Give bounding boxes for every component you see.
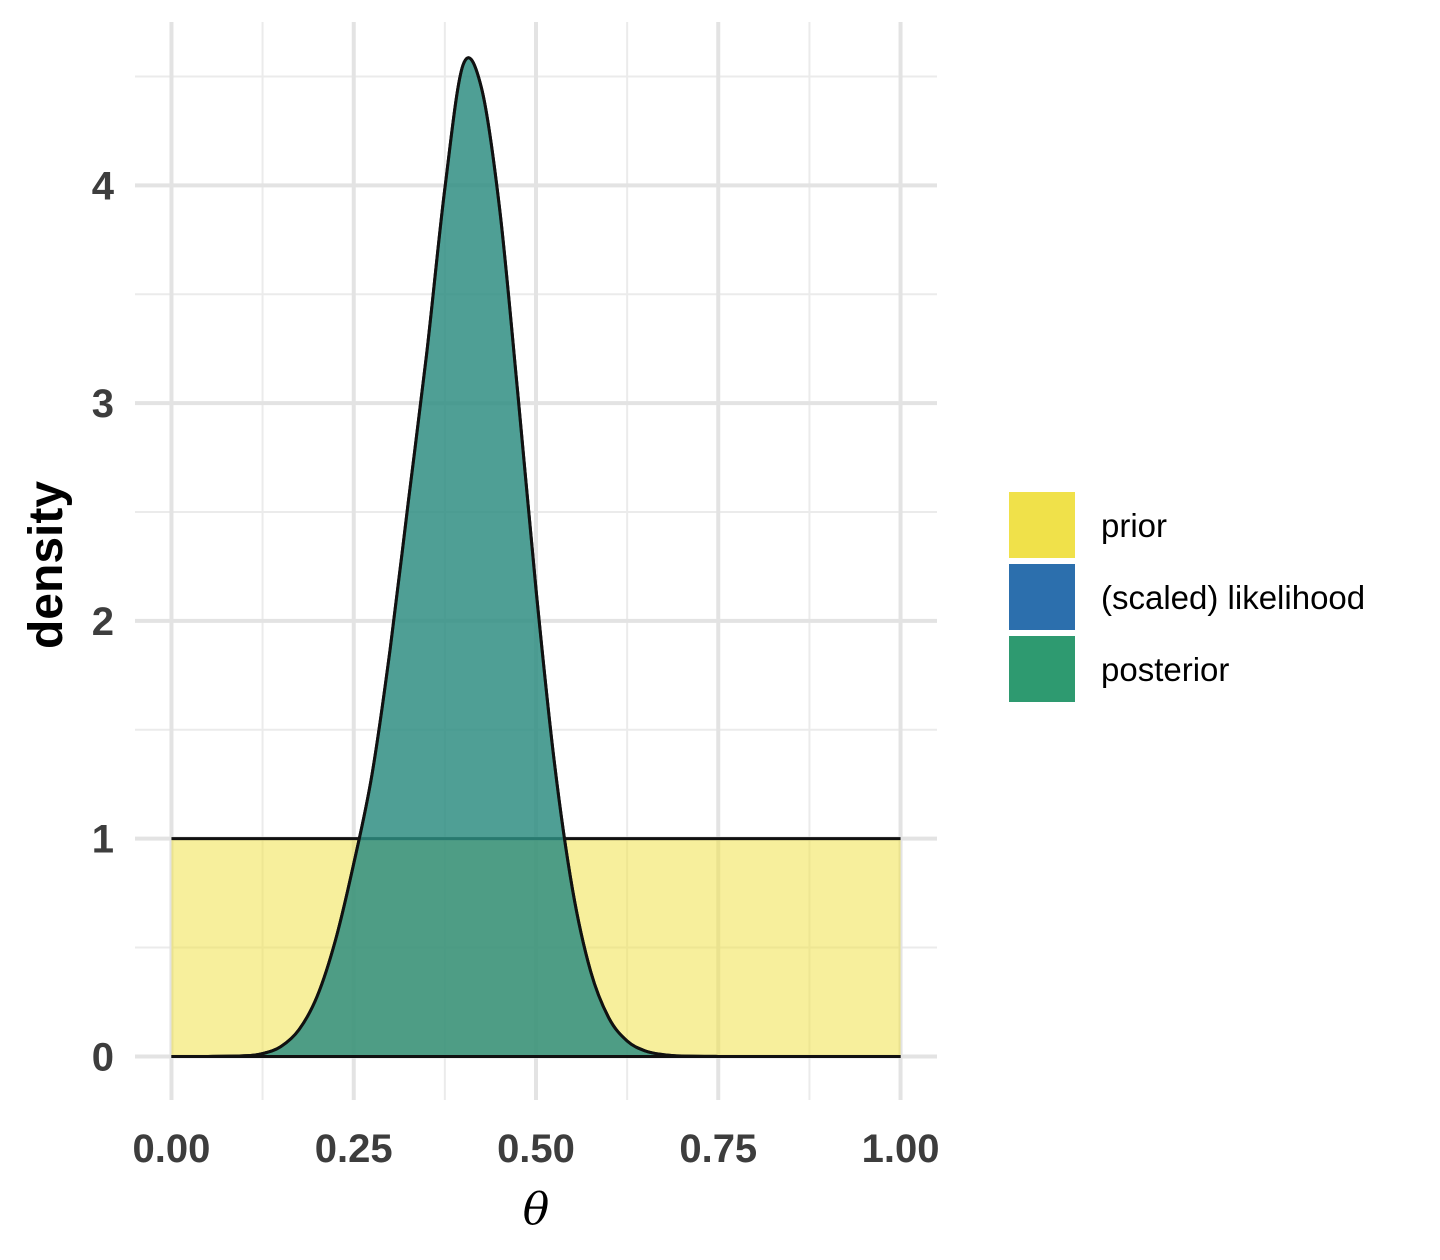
x-tick-label: 0.50 [497, 1127, 575, 1171]
y-tick-label: 1 [92, 818, 114, 862]
legend-key-swatch [1009, 564, 1075, 630]
x-axis-ticks: 0.00 0.25 0.50 0.75 1.00 [133, 1127, 940, 1171]
legend-label: prior [1101, 507, 1167, 544]
legend-label: (scaled) likelihood [1101, 579, 1365, 616]
x-tick-label: 0.25 [315, 1127, 393, 1171]
y-axis-title: density [20, 481, 73, 649]
legend-label: posterior [1101, 651, 1229, 688]
x-tick-label: 0.00 [133, 1127, 211, 1171]
y-tick-label: 2 [92, 600, 114, 644]
legend: prior (scaled) likelihood posterior [1009, 492, 1365, 702]
y-tick-label: 0 [92, 1035, 114, 1079]
x-tick-label: 1.00 [862, 1127, 940, 1171]
y-axis-ticks: 0 1 2 3 4 [92, 164, 115, 1079]
area-posterior [171, 57, 901, 1057]
density-areas [171, 56, 901, 1058]
legend-key-swatch [1009, 636, 1075, 702]
outline-posterior [171, 56, 901, 1058]
x-axis-title: θ [523, 1184, 550, 1235]
y-tick-label: 4 [92, 164, 115, 208]
y-tick-label: 3 [92, 382, 114, 426]
x-tick-label: 0.75 [679, 1127, 757, 1171]
legend-key-swatch [1009, 492, 1075, 558]
